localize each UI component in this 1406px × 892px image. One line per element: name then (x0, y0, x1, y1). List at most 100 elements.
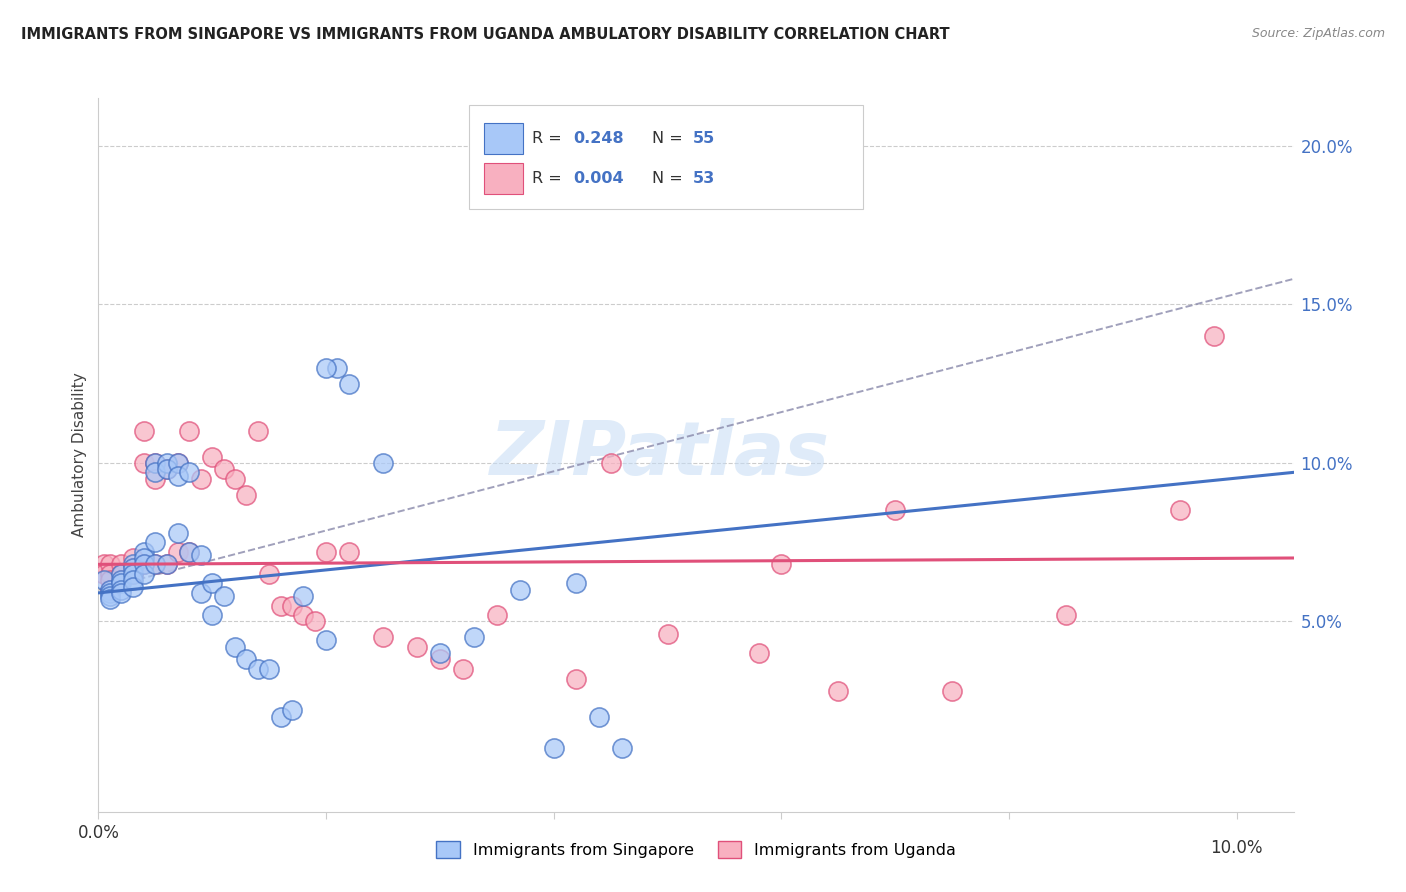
Point (143, 558, 166, 572)
Point (110, 582, 132, 597)
Point (224, 640, 246, 654)
Point (98, 573, 121, 587)
Text: 0.004: 0.004 (572, 171, 623, 186)
Point (179, 544, 201, 558)
Point (167, 468, 190, 483)
Point (132, 456, 155, 470)
Point (167, 525, 190, 540)
Point (463, 630, 485, 644)
Point (451, 662, 474, 676)
Point (143, 456, 166, 470)
FancyBboxPatch shape (485, 123, 523, 154)
Point (121, 551, 143, 566)
Point (167, 456, 190, 470)
Point (110, 558, 132, 572)
FancyBboxPatch shape (485, 163, 523, 194)
Point (201, 608, 224, 623)
Point (132, 558, 155, 572)
Point (98, 589, 121, 603)
Point (201, 576, 224, 591)
Text: N =: N = (652, 131, 688, 146)
Point (121, 580, 143, 594)
Point (167, 544, 190, 558)
Point (212, 589, 235, 603)
Point (257, 662, 280, 676)
Legend: Immigrants from Singapore, Immigrants from Uganda: Immigrants from Singapore, Immigrants fr… (429, 835, 963, 864)
Point (110, 566, 132, 581)
Point (156, 558, 179, 572)
Text: R =: R = (533, 131, 567, 146)
Point (406, 640, 429, 654)
Point (110, 576, 132, 591)
Point (429, 646, 451, 660)
Point (1054, 608, 1077, 623)
Point (110, 573, 132, 587)
Point (179, 466, 201, 480)
Text: 0.248: 0.248 (572, 131, 623, 146)
Point (121, 573, 143, 587)
Point (179, 544, 201, 558)
Point (588, 709, 610, 723)
Point (201, 450, 224, 464)
Point (371, 630, 394, 644)
Point (132, 566, 155, 581)
Point (190, 548, 212, 562)
Point (212, 462, 235, 476)
Point (93, 566, 115, 581)
Point (371, 456, 394, 470)
Point (1202, 329, 1225, 343)
Point (565, 672, 588, 686)
Point (941, 684, 963, 698)
Point (132, 424, 155, 438)
Point (156, 558, 179, 572)
Text: ZIPatlas: ZIPatlas (491, 418, 830, 491)
Point (132, 558, 155, 572)
Point (281, 703, 304, 717)
Point (292, 589, 315, 603)
Point (98, 592, 121, 607)
Point (98, 582, 121, 597)
Point (235, 487, 257, 501)
Point (610, 741, 633, 756)
Point (121, 558, 143, 572)
Point (132, 544, 155, 558)
Point (143, 535, 166, 549)
Point (326, 360, 349, 375)
Point (292, 608, 315, 623)
FancyBboxPatch shape (470, 105, 863, 209)
Point (110, 573, 132, 587)
Point (93, 573, 115, 587)
Point (121, 560, 143, 574)
Y-axis label: Ambulatory Disability: Ambulatory Disability (72, 373, 87, 537)
Point (315, 544, 337, 558)
Point (143, 456, 166, 470)
Text: IMMIGRANTS FROM SINGAPORE VS IMMIGRANTS FROM UGANDA AMBULATORY DISABILITY CORREL: IMMIGRANTS FROM SINGAPORE VS IMMIGRANTS … (21, 27, 949, 42)
Point (143, 472, 166, 486)
Point (884, 503, 907, 517)
Point (1168, 503, 1191, 517)
Point (429, 652, 451, 666)
Text: 10.0%: 10.0% (1211, 839, 1263, 857)
Point (315, 360, 337, 375)
Point (110, 586, 132, 600)
Point (98, 566, 121, 581)
Point (565, 576, 588, 591)
Point (770, 558, 793, 572)
Point (485, 608, 508, 623)
Text: N =: N = (652, 171, 688, 186)
Point (190, 472, 212, 486)
Point (143, 558, 166, 572)
Text: 55: 55 (692, 131, 714, 146)
Point (121, 560, 143, 574)
Point (657, 627, 679, 641)
Point (98, 558, 121, 572)
Point (246, 424, 269, 438)
Point (748, 646, 770, 660)
Point (337, 376, 360, 391)
Point (224, 472, 246, 486)
Point (270, 709, 292, 723)
Point (110, 566, 132, 581)
Point (156, 462, 179, 476)
Text: R =: R = (533, 171, 567, 186)
Point (281, 599, 304, 613)
